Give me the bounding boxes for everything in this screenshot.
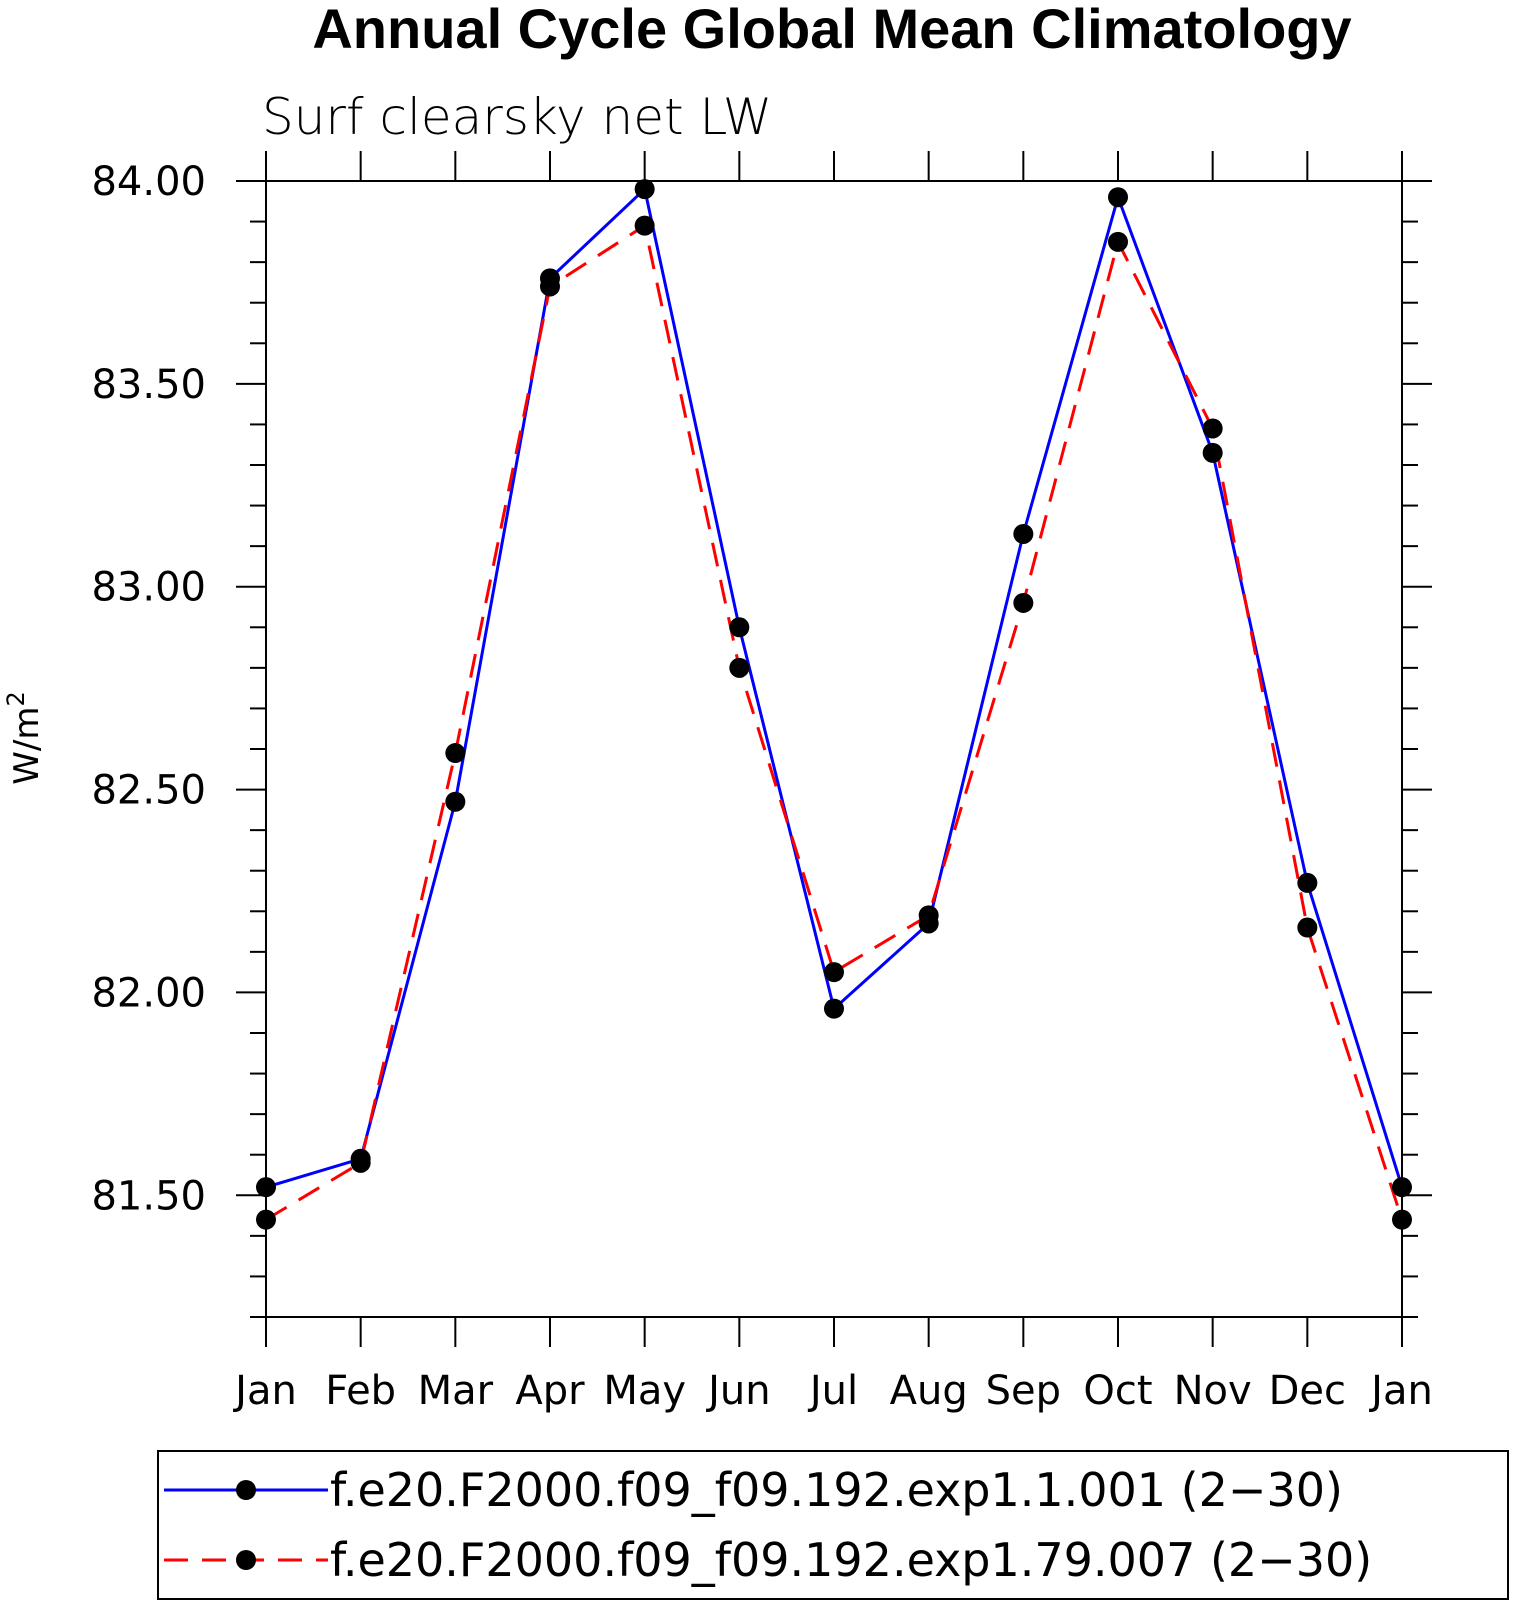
x-tick-label: Jan	[1368, 1368, 1433, 1414]
y-tick-label: 83.00	[91, 565, 206, 611]
data-point-series-2	[350, 1152, 371, 1173]
data-point-series-1	[1392, 1177, 1412, 1198]
x-tick-label: Sep	[986, 1368, 1061, 1414]
plot-axes: Jan Feb Mar Apr May Jun Jul Aug Sep Oct Nov Dec Jan 8…	[91, 151, 1433, 1414]
legend-marker-series-2	[236, 1550, 256, 1570]
y-tick-label: 83.50	[91, 362, 206, 408]
series-line-2	[265, 223, 1404, 1221]
y-tick-label: 82.50	[91, 768, 206, 814]
data-point-series-2	[1392, 1209, 1412, 1230]
data-point-series-2	[540, 276, 560, 297]
x-tick-label: Nov	[1174, 1368, 1252, 1414]
x-tick-label: Apr	[515, 1368, 585, 1414]
x-tick-label: Jan	[232, 1368, 297, 1414]
x-tick-label: Feb	[325, 1368, 396, 1414]
data-point-series-1	[1108, 187, 1128, 208]
data-point-series-1	[256, 1177, 276, 1198]
data-point-series-2	[918, 905, 939, 926]
data-point-series-1	[1013, 523, 1034, 544]
data-point-series-1	[445, 791, 466, 812]
legend-label-series-2: f.e20.F2000.f09_f09.192.exp1.79.007 (2−3…	[330, 1533, 1372, 1587]
data-point-series-1	[824, 998, 844, 1019]
y-tick-label: 82.00	[91, 970, 206, 1016]
data-point-series-1	[1297, 872, 1318, 893]
legend-box	[157, 1450, 1509, 1600]
x-tick-label: Jul	[807, 1368, 858, 1414]
data-point-series-2	[256, 1209, 276, 1230]
data-point-series-2	[1013, 592, 1034, 613]
data-point-series-1	[634, 179, 655, 200]
x-tick-label: Mar	[418, 1368, 494, 1414]
data-point-series-1	[1202, 442, 1223, 463]
y-tick-label: 81.50	[91, 1173, 206, 1219]
y-tick-label: 84.00	[91, 159, 206, 205]
data-point-series-2	[729, 657, 750, 678]
data-point-series-2	[445, 743, 466, 764]
chart-subtitle: Surf clearsky net LW	[262, 88, 772, 146]
y-axis-label-base: W/m	[7, 707, 47, 785]
legend: f.e20.F2000.f09_f09.192.exp1.1.001 (2−30…	[157, 1450, 1509, 1600]
y-axis-label-sup: 2	[2, 691, 30, 706]
x-tick-label: Jun	[705, 1368, 771, 1414]
data-point-series-2	[1202, 418, 1223, 439]
data-point-series-1	[729, 617, 750, 638]
legend-label-series-1: f.e20.F2000.f09_f09.192.exp1.1.001 (2−30…	[330, 1463, 1343, 1517]
x-tick-label: Aug	[890, 1368, 968, 1414]
plot-frame	[265, 180, 1403, 1318]
series-lines	[265, 186, 1404, 1221]
x-tick-label: Dec	[1269, 1368, 1346, 1414]
series-line-1	[265, 186, 1404, 1189]
x-tick-label: May	[603, 1368, 686, 1414]
data-point-series-2	[1108, 231, 1128, 252]
legend-marker-series-1	[236, 1480, 256, 1500]
data-point-series-2	[824, 962, 844, 983]
chart-title: Annual Cycle Global Mean Climatology	[312, 0, 1351, 60]
series-markers	[256, 179, 1412, 1230]
data-point-series-2	[1297, 917, 1318, 938]
y-axis-label: W/m2	[2, 691, 47, 784]
data-point-series-2	[634, 215, 655, 236]
x-tick-label: Oct	[1083, 1368, 1152, 1414]
